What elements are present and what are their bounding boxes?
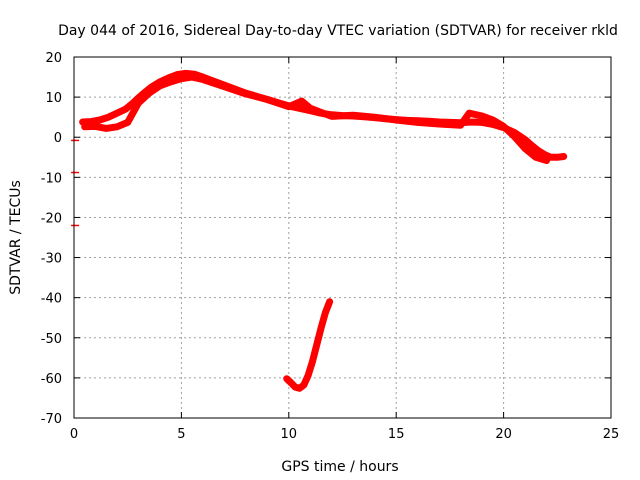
y-tick-label: -30 (41, 252, 62, 267)
y-tick-label: -10 (41, 171, 62, 186)
series-dip-trace (283, 298, 334, 392)
series-main-trace-b (81, 73, 551, 164)
x-tick-label: 5 (177, 427, 185, 442)
x-tick-label: 20 (495, 427, 512, 442)
y-tick-label: 0 (54, 131, 62, 146)
x-tick-label: 0 (70, 427, 78, 442)
tick-layer: 0 5 10 15 20 25 -70 -60 -50 -40 -30 -20 -10 0 10 20 (41, 51, 620, 442)
y-tick-label: -70 (41, 412, 62, 427)
plot-frame (73, 56, 612, 419)
x-axis-label: GPS time / hours (281, 459, 398, 475)
chart-title: Day 044 of 2016, Sidereal Day-to-day VTE… (58, 23, 618, 39)
grid-layer (74, 57, 611, 418)
x-tick-label: 10 (281, 427, 298, 442)
y-tick-label: 20 (45, 51, 62, 66)
y-tick-label: -60 (41, 372, 62, 387)
y-tick-label: 10 (45, 91, 62, 106)
y-axis-label: SDTVAR / TECUs (8, 180, 24, 295)
x-tick-label: 25 (603, 427, 620, 442)
series-layer (71, 69, 568, 392)
y-tick-label: -40 (41, 292, 62, 307)
y-tick-label: -50 (41, 332, 62, 347)
x-tick-label: 15 (388, 427, 405, 442)
y-tick-label: -20 (41, 211, 62, 226)
